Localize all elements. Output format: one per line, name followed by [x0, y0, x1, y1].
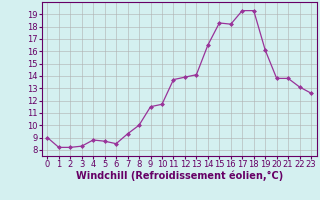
- X-axis label: Windchill (Refroidissement éolien,°C): Windchill (Refroidissement éolien,°C): [76, 171, 283, 181]
